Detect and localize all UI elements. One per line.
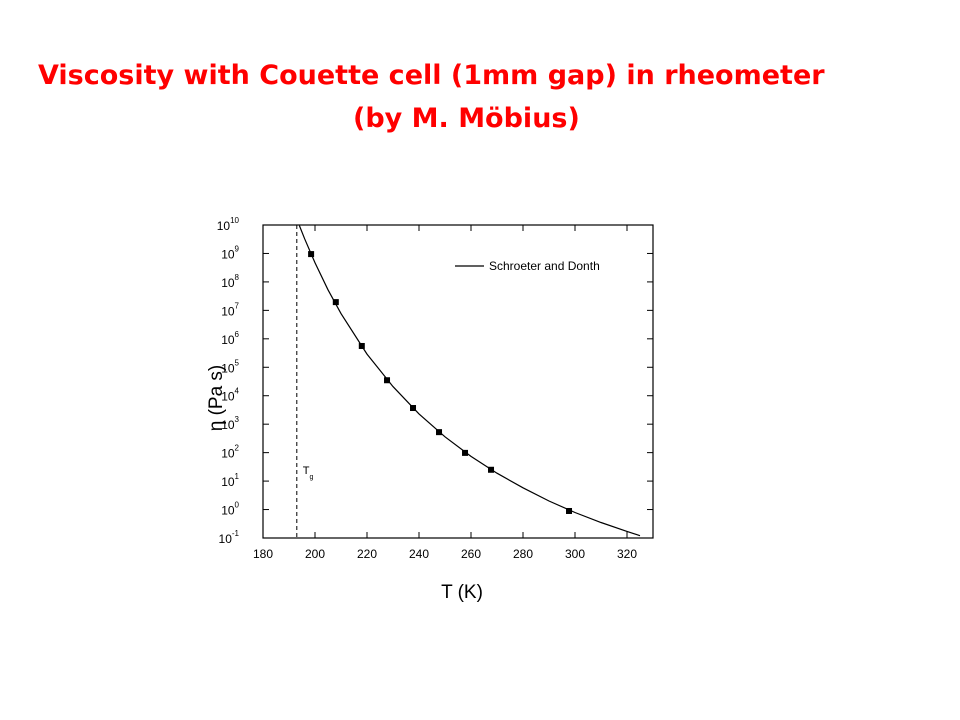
data-point (308, 251, 315, 258)
y-tick-exponent: 0 (235, 501, 240, 510)
y-tick-base: 10 (221, 361, 235, 375)
y-tick-label: 101 (221, 472, 239, 489)
data-point (384, 377, 391, 384)
y-tick-base: 10 (221, 276, 235, 290)
y-axis-label: η (Pa s) (206, 365, 227, 432)
data-point (566, 507, 573, 514)
x-tick-label: 240 (409, 547, 429, 561)
y-tick-label: 109 (221, 244, 239, 261)
y-tick-base: 10 (221, 504, 235, 518)
y-tick-exponent: 3 (235, 415, 240, 424)
y-tick-base: 10 (221, 475, 235, 489)
x-tick-label: 220 (357, 547, 377, 561)
tg-label-sub: g (310, 474, 314, 481)
y-tick-base: 10 (221, 304, 235, 318)
y-tick-base: 10 (221, 247, 235, 261)
y-tick-label: 10-1 (219, 529, 240, 546)
y-tick-exponent: -1 (232, 529, 240, 538)
y-tick-label: 100 (221, 501, 239, 518)
data-point (332, 299, 339, 306)
y-tick-label: 103 (221, 415, 239, 432)
tg-label-main: T (303, 465, 310, 477)
y-tick-base: 10 (221, 333, 235, 347)
data-point (462, 449, 469, 456)
y-tick-exponent: 4 (235, 387, 240, 396)
x-tick-label: 300 (565, 547, 585, 561)
y-tick-exponent: 7 (235, 301, 240, 310)
y-tick-exponent: 9 (235, 244, 240, 253)
y-tick-base: 10 (221, 447, 235, 461)
y-tick-label: 102 (221, 444, 239, 461)
x-axis-label: T (K) (441, 582, 483, 603)
y-tick-exponent: 1 (235, 472, 240, 481)
slide-title: Viscosity with Couette cell (1mm gap) in… (38, 60, 825, 91)
y-tick-label: 107 (221, 301, 239, 318)
y-tick-exponent: 6 (235, 330, 240, 339)
data-point (410, 405, 417, 412)
y-tick-base: 10 (217, 219, 231, 233)
x-tick-label: 200 (305, 547, 325, 561)
x-tick-label: 260 (461, 547, 481, 561)
data-point (436, 429, 443, 436)
x-tick-label: 280 (513, 547, 533, 561)
y-tick-label: 106 (221, 330, 239, 347)
y-tick-label: 108 (221, 273, 239, 290)
y-tick-exponent: 2 (235, 444, 240, 453)
tg-label: Tg (303, 465, 314, 481)
x-tick-label: 320 (617, 547, 637, 561)
y-tick-base: 10 (221, 418, 235, 432)
slide-subtitle: (by M. Möbius) (353, 103, 580, 134)
y-tick-base: 10 (219, 532, 233, 546)
y-tick-exponent: 5 (235, 358, 240, 367)
data-point (488, 466, 495, 473)
data-point (358, 342, 365, 349)
plot-frame (262, 224, 654, 539)
legend-label: Schroeter and Donth (489, 259, 600, 273)
y-tick-label: 105 (221, 358, 239, 375)
y-tick-base: 10 (221, 390, 235, 404)
x-tick-label: 180 (253, 547, 273, 561)
y-tick-label: 104 (221, 387, 239, 404)
y-tick-exponent: 10 (230, 216, 239, 225)
y-tick-exponent: 8 (235, 273, 240, 282)
fit-curve (298, 225, 641, 537)
y-tick-label: 1010 (217, 216, 240, 233)
